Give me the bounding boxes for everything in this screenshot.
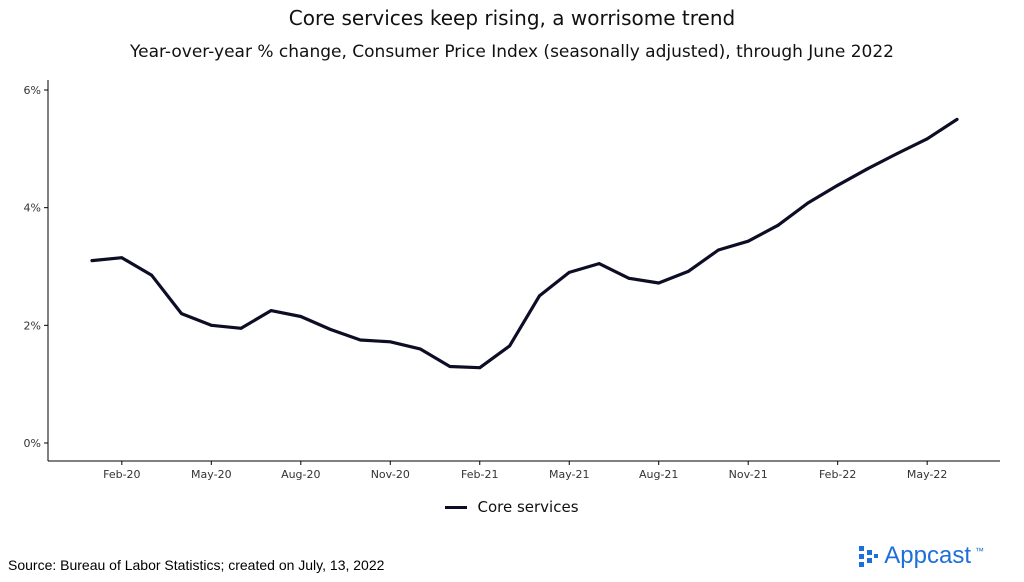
y-tick-label: 2% [24,319,41,332]
chart-title: Core services keep rising, a worrisome t… [288,6,736,30]
data-point [955,118,959,121]
chart-subtitle: Year-over-year % change, Consumer Price … [130,42,894,62]
x-tick-label: Feb-20 [103,468,140,481]
legend-key-core-services [445,505,468,509]
data-point [776,223,780,227]
x-tick-label: Aug-21 [639,468,678,481]
series-line-core-services [90,117,959,370]
data-point [687,269,690,273]
data-point [806,201,810,205]
data-point [657,281,661,285]
data-point [478,366,482,370]
x-tick-label: May-20 [191,468,232,481]
data-point [150,273,154,277]
data-point [299,315,303,318]
data-point [239,326,243,330]
data-point [716,248,720,252]
x-tick-label: May-21 [549,468,590,481]
x-tick-label: Aug-20 [281,468,320,481]
brand-name: Appcast [884,542,971,569]
data-point [418,347,422,351]
data-point [895,152,899,155]
x-tick-label: Feb-22 [819,468,856,481]
data-point [836,183,840,187]
data-point [388,340,392,344]
data-point [209,323,213,327]
x-tick-label: Feb-21 [461,468,498,481]
data-point [597,262,601,265]
data-point [567,270,571,274]
y-tick-label: 6% [24,84,41,97]
y-tick-label: 4% [24,202,41,215]
legend-label-core-services: Core services [477,498,579,516]
data-point [269,309,273,313]
appcast-logo: Appcast ™ [858,542,984,570]
data-point [746,239,750,243]
data-point [329,328,333,331]
x-tick-label: Nov-20 [371,468,410,481]
appcast-dots-icon [859,546,879,567]
data-point [866,167,869,171]
data-point [508,344,511,348]
data-point [627,276,631,280]
x-tick-label: Nov-21 [729,468,768,481]
source-note: Source: Bureau of Labor Statistics; crea… [8,557,385,573]
x-tick-label: May-22 [907,468,948,481]
data-point [448,365,452,368]
y-tick-label: 0% [24,437,41,450]
data-point [359,338,362,342]
data-point [90,259,94,263]
data-point [538,294,541,298]
data-point [925,137,929,141]
data-point [120,256,124,260]
data-point [180,312,183,315]
legend: Core services [0,498,1024,516]
brand-trademark: ™ [975,546,984,556]
